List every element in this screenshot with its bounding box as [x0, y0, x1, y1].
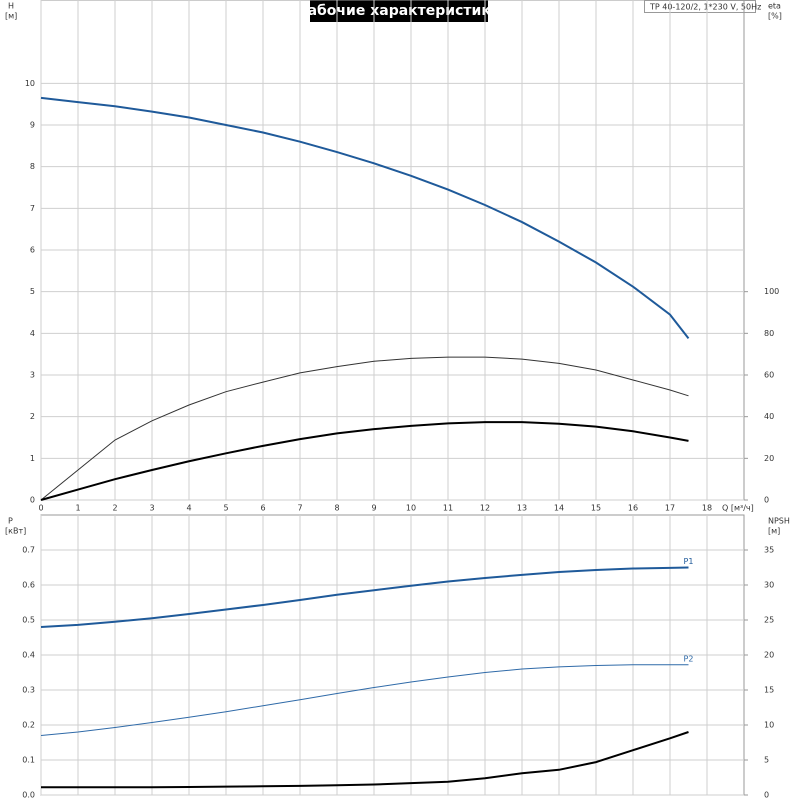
y2-tick-label: 60: [764, 371, 774, 380]
x-tick-label: 0: [38, 504, 43, 513]
y2-tick-label: 20: [764, 454, 774, 463]
y-tick-label: 0.4: [22, 651, 35, 660]
x-tick-label: 16: [628, 504, 638, 513]
chart-subtitle: TP 40-120/2, 1*230 V, 50Hz: [649, 3, 761, 12]
y-tick-label: 0.7: [22, 546, 35, 555]
y-tick-label: 0.0: [22, 791, 35, 800]
x-tick-label: 2: [112, 504, 117, 513]
y-tick-label: 1: [30, 454, 35, 463]
title-box: [310, 0, 488, 22]
y-tick-label: 0.6: [22, 581, 35, 590]
y-tick-label: 5: [30, 287, 35, 296]
x-tick-label: 1: [75, 504, 80, 513]
x-tick-label: 8: [334, 504, 339, 513]
y-tick-label: 9: [30, 121, 35, 130]
x-tick-label: 14: [554, 504, 564, 513]
series-line: [41, 731, 689, 789]
x-axis-label: Q [м³/ч]: [722, 504, 754, 513]
y2-tick-label: 35: [764, 546, 774, 555]
x-tick-label: 7: [297, 504, 302, 513]
x-tick-label: 12: [480, 504, 490, 513]
x-tick-label: 17: [665, 504, 675, 513]
y2-axis-unit: [м]: [768, 527, 780, 536]
y-axis-label: H: [8, 2, 14, 11]
y2-tick-label: 100: [764, 287, 779, 296]
y-tick-label: 6: [30, 246, 35, 255]
series-line: [40, 566, 689, 628]
x-tick-label: 11: [443, 504, 453, 513]
y-tick-label: 0: [30, 496, 35, 505]
y-axis-unit: [м]: [5, 12, 17, 21]
y2-tick-label: 25: [764, 616, 774, 625]
y-axis-label: P: [8, 517, 13, 526]
series-line: [40, 356, 689, 501]
x-tick-label: 13: [517, 504, 527, 513]
y2-tick-label: 10: [764, 721, 774, 730]
y2-tick-label: 0: [764, 791, 769, 800]
y2-tick-label: 15: [764, 686, 774, 695]
y2-tick-label: 40: [764, 412, 774, 421]
y-axis-unit: [кВт]: [5, 527, 26, 536]
x-tick-label: 3: [149, 504, 154, 513]
y-tick-label: 0.5: [22, 616, 35, 625]
series-label: P1: [684, 557, 694, 566]
y-tick-label: 0.1: [22, 756, 35, 765]
series-label: P2: [684, 654, 694, 663]
y2-tick-label: 80: [764, 329, 774, 338]
x-tick-label: 6: [260, 504, 265, 513]
y-tick-label: 7: [30, 204, 35, 213]
y-tick-label: 2: [30, 412, 35, 421]
x-tick-label: 18: [702, 504, 712, 513]
y2-tick-label: 0: [764, 496, 769, 505]
y2-axis-unit: [%]: [768, 12, 782, 21]
y-tick-label: 10: [25, 79, 35, 88]
y-tick-label: 0.2: [22, 721, 35, 730]
y-tick-label: 3: [30, 371, 35, 380]
y-tick-label: 0.3: [22, 686, 35, 695]
chart-title: Рабочие характеристики: [297, 3, 500, 19]
x-tick-label: 9: [371, 504, 376, 513]
y2-axis-label: eta: [768, 2, 781, 11]
x-tick-label: 5: [223, 504, 228, 513]
x-tick-label: 4: [186, 504, 191, 513]
y2-tick-label: 20: [764, 651, 774, 660]
y2-axis-label: NPSH: [768, 517, 790, 526]
y2-tick-label: 5: [764, 756, 769, 765]
x-tick-label: 10: [406, 504, 416, 513]
y-tick-label: 8: [30, 162, 35, 171]
y-tick-label: 4: [30, 329, 35, 338]
series-line: [40, 96, 690, 339]
series-line: [40, 664, 689, 736]
series-line: [40, 421, 689, 501]
y2-tick-label: 30: [764, 581, 774, 590]
x-tick-label: 15: [591, 504, 601, 513]
